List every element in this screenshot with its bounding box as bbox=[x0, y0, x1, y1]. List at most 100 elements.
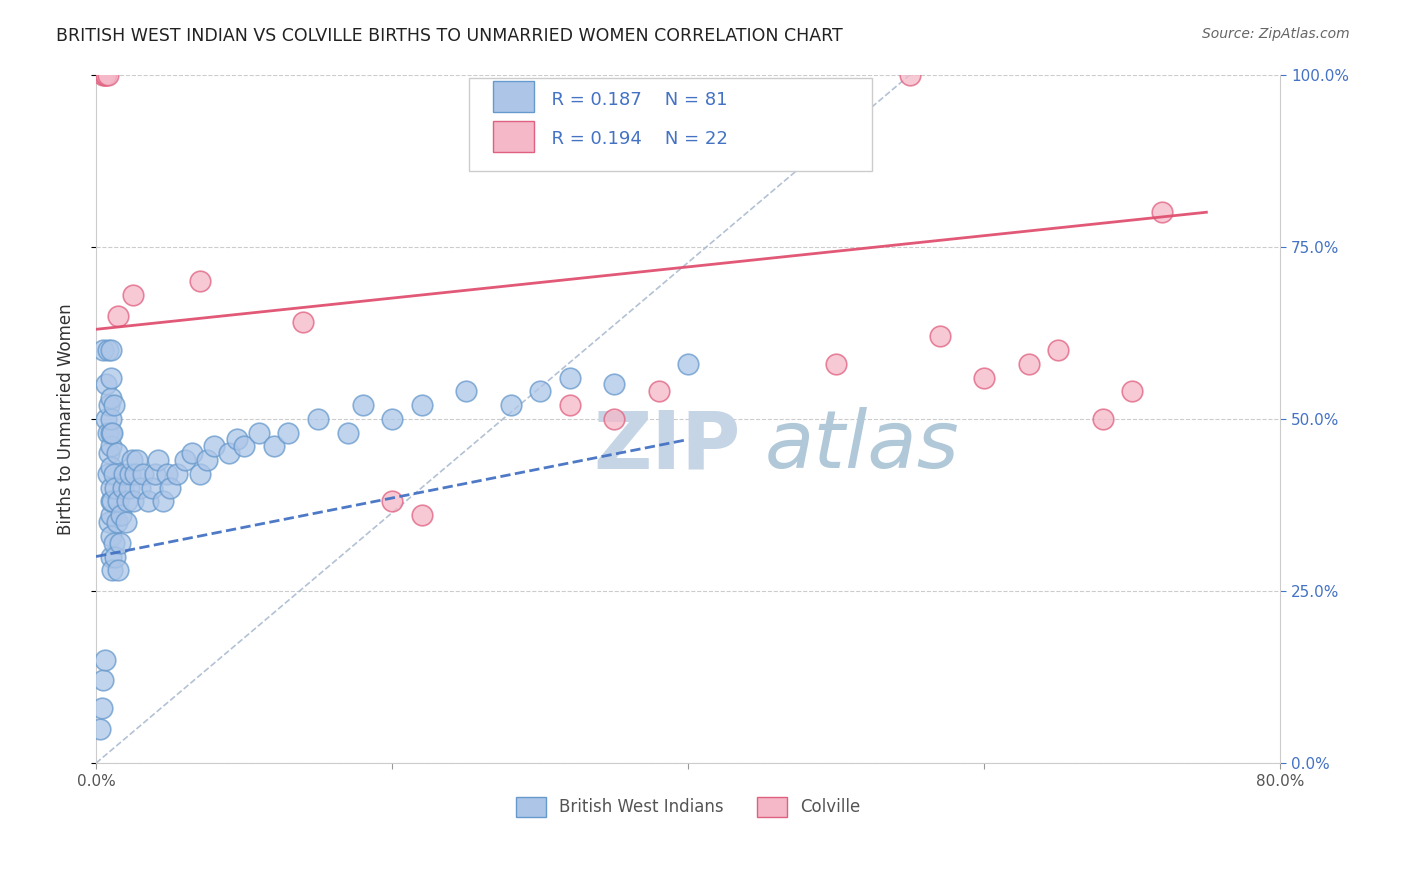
Y-axis label: Births to Unmarried Women: Births to Unmarried Women bbox=[58, 303, 75, 534]
Text: Source: ZipAtlas.com: Source: ZipAtlas.com bbox=[1202, 27, 1350, 41]
Text: R = 0.194    N = 22: R = 0.194 N = 22 bbox=[540, 130, 728, 148]
Point bbox=[1121, 384, 1143, 399]
Point bbox=[188, 467, 211, 481]
Point bbox=[94, 653, 117, 667]
Point bbox=[94, 68, 117, 82]
Point bbox=[529, 384, 551, 399]
Point bbox=[97, 425, 120, 440]
Point bbox=[456, 384, 478, 399]
Point bbox=[93, 343, 115, 357]
Point bbox=[97, 68, 120, 82]
Point bbox=[107, 309, 129, 323]
Point bbox=[98, 515, 121, 529]
Point bbox=[122, 288, 145, 302]
Point bbox=[93, 68, 115, 82]
Point bbox=[352, 398, 374, 412]
Point bbox=[676, 357, 699, 371]
Point bbox=[101, 425, 124, 440]
Text: ZIP: ZIP bbox=[593, 408, 741, 485]
Point bbox=[107, 563, 129, 577]
Point bbox=[107, 494, 129, 508]
Point bbox=[98, 398, 121, 412]
Point bbox=[173, 453, 195, 467]
Point bbox=[928, 329, 950, 343]
Point bbox=[292, 315, 315, 329]
Point bbox=[122, 494, 145, 508]
Point bbox=[825, 357, 848, 371]
Text: atlas: atlas bbox=[765, 408, 960, 485]
Point bbox=[91, 701, 114, 715]
Point bbox=[277, 425, 299, 440]
Point bbox=[558, 398, 581, 412]
FancyBboxPatch shape bbox=[492, 120, 534, 152]
Point bbox=[121, 453, 143, 467]
Point bbox=[100, 494, 122, 508]
Point bbox=[136, 494, 159, 508]
Point bbox=[181, 446, 204, 460]
Point bbox=[89, 722, 111, 736]
Point bbox=[381, 412, 404, 426]
Point bbox=[1047, 343, 1070, 357]
Point bbox=[156, 467, 179, 481]
Point bbox=[100, 439, 122, 453]
Text: R = 0.187    N = 81: R = 0.187 N = 81 bbox=[540, 91, 728, 109]
Point bbox=[1091, 412, 1114, 426]
Point bbox=[100, 425, 122, 440]
Point bbox=[93, 673, 115, 688]
Point bbox=[188, 274, 211, 288]
Point bbox=[100, 508, 122, 523]
Point bbox=[98, 446, 121, 460]
Point bbox=[152, 494, 174, 508]
Point bbox=[603, 377, 626, 392]
Point bbox=[110, 508, 132, 523]
Point bbox=[100, 460, 122, 475]
FancyBboxPatch shape bbox=[470, 78, 872, 171]
Point bbox=[100, 549, 122, 564]
FancyBboxPatch shape bbox=[492, 81, 534, 112]
Point bbox=[105, 515, 128, 529]
Point bbox=[96, 68, 118, 82]
Point bbox=[103, 398, 125, 412]
Point bbox=[499, 398, 522, 412]
Point bbox=[225, 433, 247, 447]
Point bbox=[127, 453, 149, 467]
Point bbox=[120, 467, 142, 481]
Point bbox=[1150, 205, 1173, 219]
Point bbox=[381, 494, 404, 508]
Point bbox=[97, 467, 120, 481]
Point bbox=[100, 370, 122, 384]
Point bbox=[111, 481, 134, 495]
Point bbox=[112, 467, 135, 481]
Point bbox=[411, 508, 433, 523]
Point bbox=[97, 343, 120, 357]
Point bbox=[129, 481, 152, 495]
Point bbox=[115, 494, 138, 508]
Point bbox=[973, 370, 995, 384]
Point bbox=[96, 377, 118, 392]
Point bbox=[114, 515, 136, 529]
Point bbox=[100, 529, 122, 543]
Point bbox=[263, 439, 285, 453]
Point bbox=[204, 439, 226, 453]
Point bbox=[1018, 357, 1040, 371]
Point bbox=[336, 425, 359, 440]
Point bbox=[411, 398, 433, 412]
Point bbox=[100, 481, 122, 495]
Point bbox=[603, 412, 626, 426]
Point bbox=[124, 467, 146, 481]
Point bbox=[101, 494, 124, 508]
Point bbox=[233, 439, 256, 453]
Point bbox=[159, 481, 181, 495]
Point bbox=[143, 467, 166, 481]
Point bbox=[103, 467, 125, 481]
Point bbox=[100, 412, 122, 426]
Point bbox=[218, 446, 240, 460]
Point bbox=[100, 391, 122, 405]
Point bbox=[108, 535, 131, 549]
Legend: British West Indians, Colville: British West Indians, Colville bbox=[509, 790, 868, 823]
Point bbox=[647, 384, 669, 399]
Point bbox=[96, 412, 118, 426]
Point bbox=[148, 453, 170, 467]
Point bbox=[558, 370, 581, 384]
Point bbox=[104, 549, 127, 564]
